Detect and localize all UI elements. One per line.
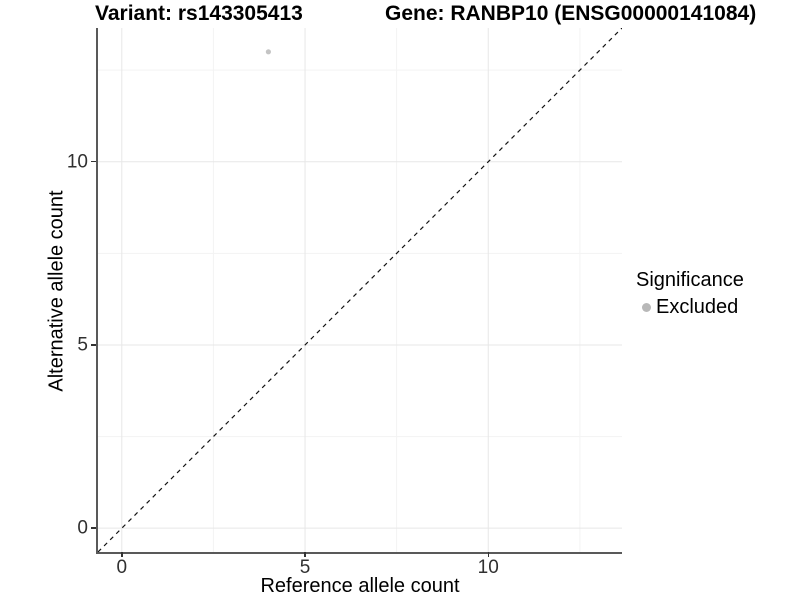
y-tick-mark (91, 527, 96, 529)
y-tick-mark (91, 344, 96, 346)
x-tick-label: 5 (299, 557, 311, 578)
x-tick-label: 0 (116, 557, 128, 578)
plot-title-variant: Variant: rs143305413 (95, 2, 303, 25)
x-tick-mark (121, 552, 123, 557)
legend: Significance Excluded (636, 268, 744, 319)
y-tick-label: 10 (66, 151, 88, 173)
legend-item-excluded: Excluded (636, 295, 744, 319)
plot-canvas (98, 28, 622, 552)
x-tick-mark (304, 552, 306, 557)
data-point (265, 49, 271, 55)
x-axis-title: Reference allele count (260, 575, 460, 597)
excluded-point-icon (642, 302, 651, 312)
y-tick-label: 0 (77, 517, 88, 539)
y-axis-title: Alternative allele count (45, 190, 68, 392)
plot-panel (96, 28, 622, 554)
y-tick-mark (91, 160, 96, 163)
y-tick-label: 5 (77, 334, 88, 356)
x-tick-mark (487, 552, 489, 557)
identity-line (98, 28, 622, 552)
x-tick-label: 10 (477, 557, 499, 578)
plot-title-gene: Gene: RANBP10 (ENSG00000141084) (385, 2, 757, 25)
legend-title: Significance (636, 269, 744, 291)
legend-item-label: Excluded (656, 296, 739, 318)
